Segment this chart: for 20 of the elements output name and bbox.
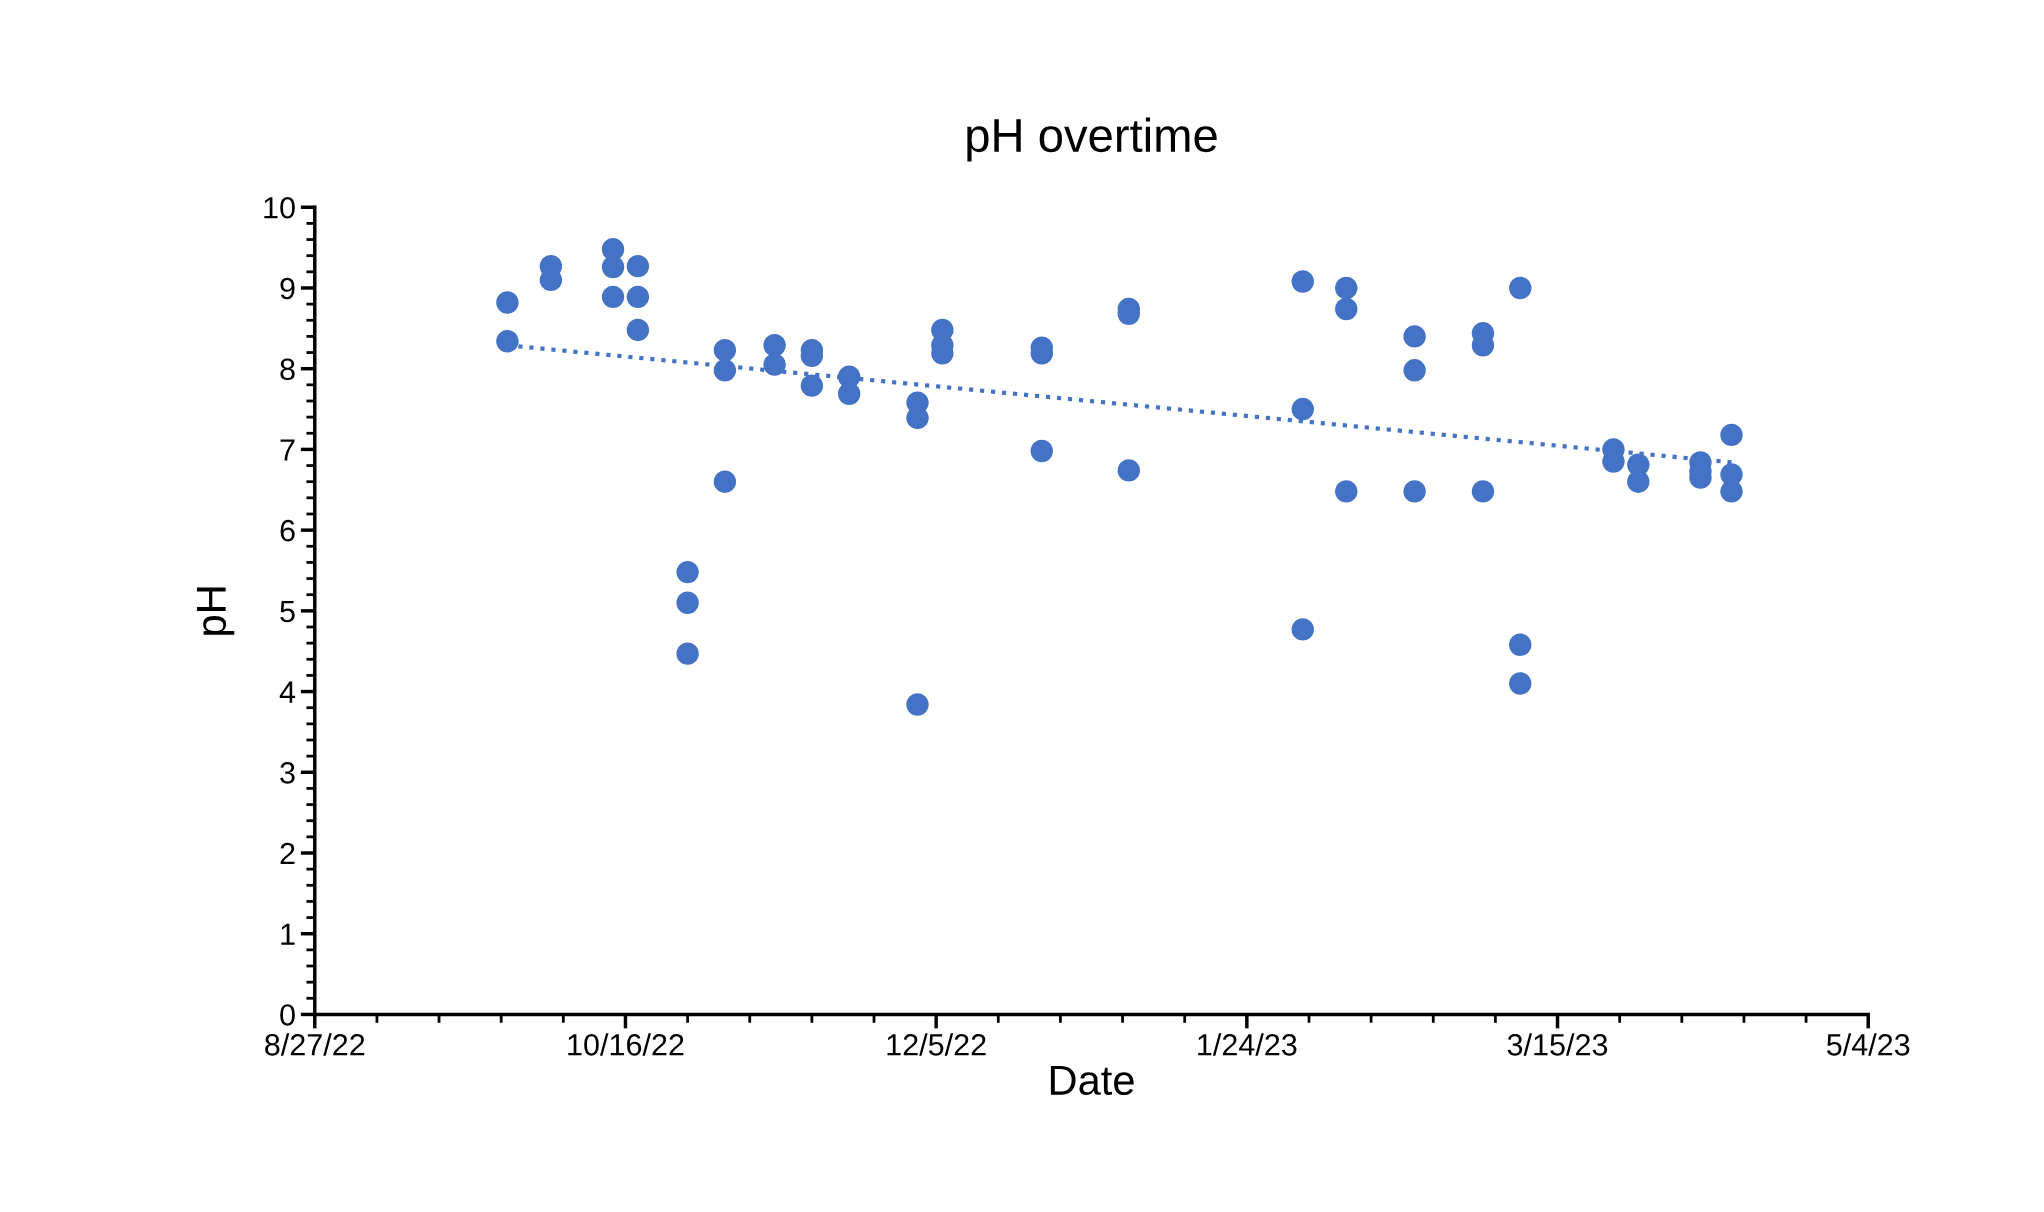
x-tick-label: 10/16/22 [568, 1033, 684, 1056]
chart-title: pH overtime [967, 117, 1217, 162]
x-tick-label: 3/15/23 [1507, 1033, 1608, 1056]
x-tick-label: 1/24/23 [1198, 1033, 1297, 1056]
y-axis-title: pH [196, 587, 235, 635]
x-tick-label: 8/27/22 [265, 1033, 365, 1056]
y-tick-label: 10 [264, 196, 295, 219]
x-tick-label: 12/5/22 [887, 1033, 986, 1056]
x-tick-label: 5/4/23 [1826, 1033, 1910, 1056]
y-tick-label: 2 [280, 842, 295, 865]
y-tick-label: 0 [280, 1004, 295, 1026]
y-tick-label: 4 [279, 681, 296, 703]
y-tick-label: 7 [280, 439, 295, 461]
y-tick-label: 6 [280, 519, 295, 542]
y-tick-label: 9 [280, 277, 295, 300]
y-tick-label: 1 [281, 923, 295, 945]
y-tick-label: 5 [280, 600, 295, 623]
y-tick-label: 8 [280, 358, 295, 381]
y-tick-label: 3 [280, 762, 295, 784]
x-axis-title: Date [1050, 1065, 1134, 1096]
